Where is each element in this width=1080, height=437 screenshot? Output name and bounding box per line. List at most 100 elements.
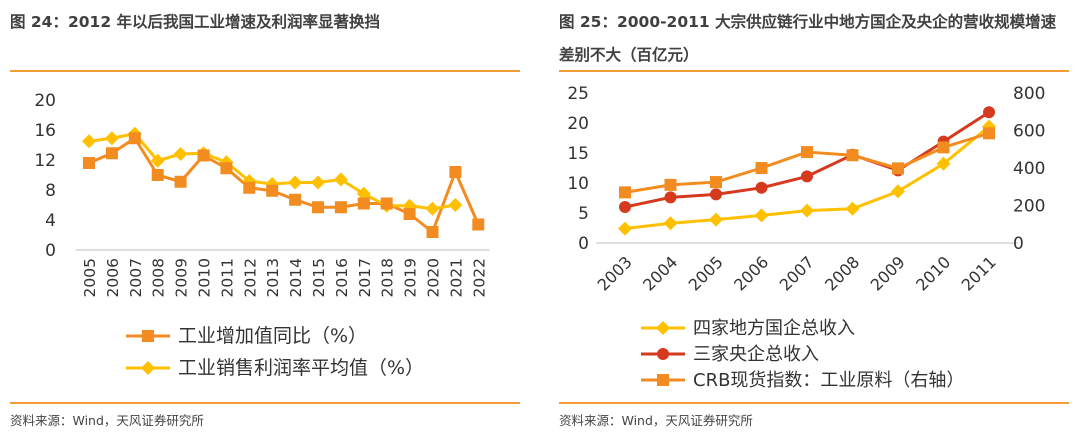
data-point-1 [311, 175, 325, 190]
data-point-0 [83, 157, 95, 169]
data-point-0 [174, 175, 187, 188]
x-tick-label: 2006 [104, 258, 122, 297]
figure-25-source-rule [559, 402, 1069, 404]
data-point-0 [357, 197, 370, 210]
data-point-2 [846, 149, 859, 162]
data-point-1 [664, 191, 677, 204]
x-tick-label: 2008 [821, 252, 863, 294]
x-tick-label: 2017 [356, 258, 374, 297]
x-tick-label: 2007 [776, 252, 818, 294]
data-point-1 [288, 175, 303, 190]
y-tick-label: 5 [578, 204, 589, 224]
figure-24-title: 图 24：2012 年以后我国工业增速及利润率显著换挡 [10, 13, 381, 31]
legend-marker-1 [141, 361, 155, 375]
data-point-1 [983, 106, 995, 119]
data-point-0 [663, 216, 678, 231]
data-point-1 [356, 186, 371, 201]
x-tick-label: 2005 [685, 252, 727, 294]
data-point-0 [800, 203, 814, 218]
x-tick-label: 2003 [594, 252, 636, 294]
data-point-2 [801, 146, 813, 159]
data-point-0 [754, 208, 769, 223]
x-tick-label: 2008 [150, 258, 168, 297]
x-tick-label: 2011 [958, 252, 1000, 294]
data-point-1 [801, 170, 813, 183]
data-point-2 [619, 186, 631, 199]
data-point-0 [472, 218, 485, 231]
figure-24-source: 资料来源：Wind，天风证券研究所 [10, 413, 204, 428]
x-tick-label: 2005 [81, 258, 99, 297]
x-tick-label: 2022 [470, 258, 488, 297]
data-point-0 [312, 201, 324, 214]
x-tick-label: 2009 [867, 252, 909, 294]
y2-tick-label: 800 [1013, 84, 1045, 104]
legend-marker-0 [142, 330, 154, 342]
x-tick-label: 2004 [639, 252, 681, 294]
x-tick-label: 2012 [241, 258, 259, 297]
legend-label-1: 工业销售利润率平均值（%） [178, 357, 424, 379]
data-point-0 [982, 119, 996, 134]
x-tick-label: 2016 [333, 258, 351, 297]
series-line-1 [88, 132, 456, 211]
figure-24-title-rule [10, 70, 520, 72]
data-point-0 [243, 181, 256, 194]
data-point-1 [448, 198, 463, 212]
legend-marker-2 [657, 374, 669, 386]
y-tick-label: 15 [567, 144, 589, 164]
x-tick-label: 2011 [218, 258, 236, 297]
data-point-2 [937, 141, 950, 154]
series-line-1 [624, 110, 990, 209]
data-point-0 [128, 132, 141, 145]
y2-tick-label: 400 [1013, 159, 1045, 179]
figure-24-source-rule [10, 402, 520, 404]
data-point-0 [936, 156, 951, 171]
figure-25-title: 图 25：2000-2011 大宗供应链行业中地方国企及央企的营收规模增速差别不… [559, 13, 1057, 64]
x-tick-label: 2019 [402, 258, 420, 297]
data-point-0 [220, 162, 233, 175]
x-tick-label: 2021 [447, 258, 465, 297]
x-tick-label: 2014 [287, 258, 305, 297]
y2-tick-label: 0 [1013, 234, 1024, 254]
legend-label-0: 四家地方国企总收入 [693, 318, 855, 339]
y-tick-label: 0 [578, 234, 589, 254]
data-point-0 [709, 212, 723, 227]
data-point-0 [197, 149, 210, 162]
x-tick-label: 2018 [379, 258, 397, 297]
y-tick-label: 20 [34, 91, 56, 111]
data-point-0 [618, 221, 632, 236]
figure-24-panel: 图 24：2012 年以后我国工业增速及利润率显著换挡 0 4 8 12 16 20 200… [0, 0, 530, 437]
data-point-1 [104, 131, 119, 146]
y-tick-label: 20 [567, 114, 589, 134]
y-tick-label: 12 [34, 151, 56, 171]
data-point-1 [333, 172, 348, 187]
data-point-1 [82, 134, 96, 149]
x-tick-label: 2010 [196, 258, 214, 297]
data-point-0 [891, 184, 905, 199]
data-point-2 [755, 162, 768, 174]
y2-tick-label: 200 [1013, 197, 1045, 217]
x-tick-label: 2013 [264, 258, 282, 297]
data-point-2 [664, 178, 677, 191]
x-tick-label: 2009 [173, 258, 191, 297]
x-tick-label: 2007 [127, 258, 145, 297]
data-point-0 [105, 147, 118, 160]
y-tick-label: 0 [45, 241, 56, 261]
data-point-0 [334, 201, 347, 214]
data-point-1 [710, 188, 722, 201]
legend-label-2: CRB现货指数：工业原料（右轴） [693, 370, 964, 391]
x-tick-label: 2020 [425, 258, 443, 297]
x-tick-label: 2010 [912, 252, 954, 294]
data-point-0 [151, 169, 164, 181]
figure-24-chart: 0 4 8 12 16 20 2005 2006 2007 2008 2009 2010 2011 201… [34, 91, 490, 379]
data-point-0 [289, 193, 302, 206]
data-point-0 [266, 184, 279, 197]
data-point-1 [150, 153, 165, 168]
figure-25-title-rule [559, 70, 1069, 72]
legend-marker-1 [657, 348, 669, 360]
legend-label-0: 工业增加值同比（%） [178, 325, 367, 347]
data-point-0 [845, 201, 860, 216]
y-tick-label: 16 [34, 121, 56, 141]
data-point-1 [173, 147, 188, 161]
data-point-1 [619, 201, 631, 213]
